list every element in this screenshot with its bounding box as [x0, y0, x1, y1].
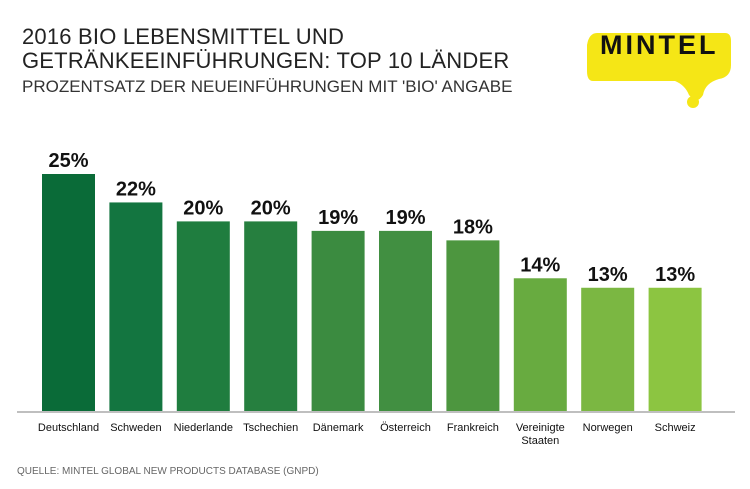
- bar: [648, 287, 702, 411]
- mintel-logo: [587, 33, 731, 108]
- data-label: 25%: [48, 150, 88, 172]
- category-label: Österreich: [380, 422, 431, 434]
- data-label: 19%: [385, 207, 425, 229]
- category-label: Dänemark: [313, 422, 364, 434]
- title-line-1: 2016 BIO LEBENSMITTEL UND: [22, 24, 345, 49]
- data-label: 13%: [655, 264, 695, 286]
- bar: [109, 202, 163, 411]
- category-label: Deutschland: [38, 422, 99, 434]
- category-label: Niederlande: [174, 422, 233, 434]
- bar: [244, 221, 298, 411]
- source-note: QUELLE: MINTEL GLOBAL NEW PRODUCTS DATAB…: [17, 466, 319, 477]
- bar: [42, 174, 95, 411]
- chart-subtitle: PROZENTSATZ DER NEUEINFÜHRUNGEN MIT 'BIO…: [22, 77, 513, 96]
- bar: [176, 221, 230, 411]
- category-label: Vereinigte: [516, 422, 565, 434]
- data-label: 20%: [183, 197, 223, 219]
- bar: [446, 240, 500, 411]
- bar: [379, 230, 432, 411]
- category-label: Tschechien: [243, 422, 298, 434]
- category-label: Staaten: [521, 435, 559, 447]
- category-label: Schweiz: [655, 422, 696, 434]
- chart-title: 2016 BIO LEBENSMITTEL UND GETRÄNKEEINFÜH…: [22, 25, 509, 73]
- category-label: Schweden: [110, 422, 161, 434]
- data-label: 14%: [520, 254, 560, 276]
- data-label: 13%: [588, 264, 628, 286]
- bar: [311, 230, 365, 411]
- category-label: Norwegen: [583, 422, 633, 434]
- data-label: 19%: [318, 207, 358, 229]
- title-line-2: GETRÄNKEEINFÜHRUNGEN: TOP 10 LÄNDER: [22, 48, 510, 73]
- data-label: 18%: [453, 216, 493, 238]
- data-label: 22%: [116, 178, 156, 200]
- data-label: 20%: [251, 197, 291, 219]
- logo-text: MINTEL: [600, 30, 719, 60]
- category-label: Frankreich: [447, 422, 499, 434]
- bar: [513, 278, 567, 411]
- bar: [581, 287, 635, 411]
